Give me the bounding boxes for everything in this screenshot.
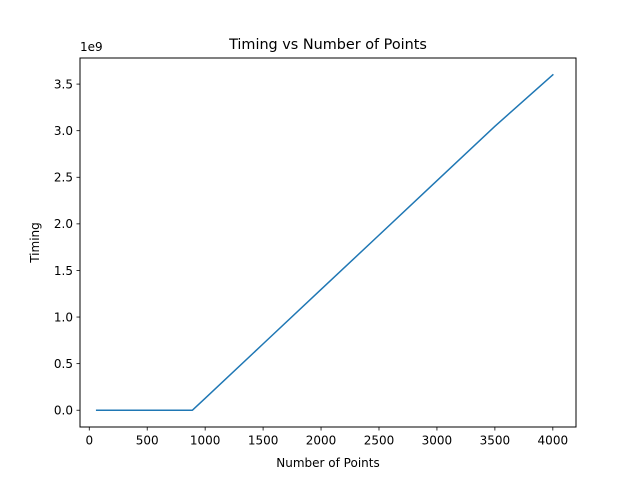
x-tick-label: 4000 bbox=[538, 434, 569, 448]
x-tick-label: 3500 bbox=[480, 434, 511, 448]
y-tick-label: 3.5 bbox=[54, 77, 73, 91]
y-axis-label: Timing bbox=[28, 222, 42, 264]
x-tick-label: 500 bbox=[136, 434, 159, 448]
x-tick-label: 2500 bbox=[364, 434, 395, 448]
x-tick-label: 3000 bbox=[422, 434, 453, 448]
y-tick-label: 1.0 bbox=[54, 310, 73, 324]
y-tick-label: 0.5 bbox=[54, 357, 73, 371]
x-tick-label: 1500 bbox=[248, 434, 279, 448]
y-tick-label: 3.0 bbox=[54, 124, 73, 138]
y-tick-label: 1.5 bbox=[54, 264, 73, 278]
x-axis-label: Number of Points bbox=[276, 456, 379, 470]
y-tick-label: 2.5 bbox=[54, 171, 73, 185]
y-tick-label: 0.0 bbox=[54, 404, 73, 418]
plot-area bbox=[95, 73, 554, 411]
x-tick-label: 1000 bbox=[190, 434, 221, 448]
x-tick-label: 2000 bbox=[306, 434, 337, 448]
series-line-0 bbox=[95, 73, 554, 411]
y-tick-label: 2.0 bbox=[54, 217, 73, 231]
y-axis-offset-label: 1e9 bbox=[80, 40, 103, 54]
x-axis: 0 500 1000 1500 2000 2500 3000 3500 4000 bbox=[85, 427, 568, 448]
y-axis: 0.0 0.5 1.0 1.5 2.0 2.5 3.0 3.5 bbox=[54, 77, 80, 418]
chart-title: Timing vs Number of Points bbox=[228, 37, 427, 53]
axes-frame bbox=[79, 57, 577, 428]
x-tick-label: 0 bbox=[85, 434, 93, 448]
